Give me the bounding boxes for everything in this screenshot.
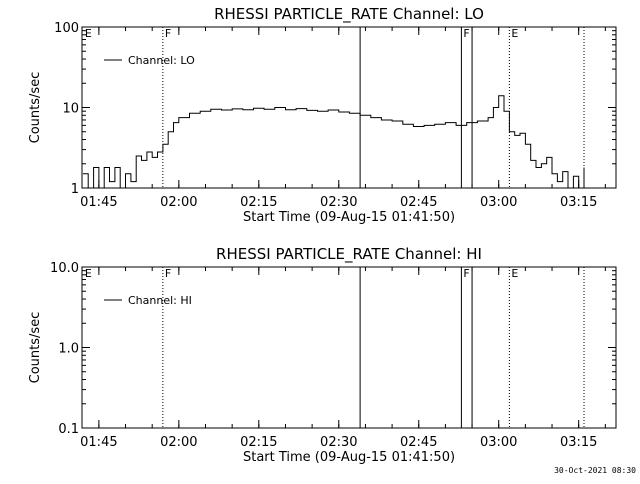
x-tick-label: 01:45 bbox=[80, 195, 117, 210]
chart-panel-2: RHESSI PARTICLE_RATE Channel: HI 0.1 1.0 10… bbox=[28, 245, 617, 465]
x-tick-label: 02:15 bbox=[240, 435, 277, 450]
x-tick-label: 03:15 bbox=[560, 195, 597, 210]
x-tick-label: 03:00 bbox=[480, 435, 517, 450]
y-tick-label: 10.0 bbox=[50, 261, 79, 276]
y-axis-label: Counts/sec bbox=[28, 312, 43, 384]
event-marker-label: F bbox=[165, 27, 171, 40]
series-line-channel-lo bbox=[82, 95, 585, 189]
event-marker-label: E bbox=[85, 27, 92, 40]
chart-panel-1: RHESSI PARTICLE_RATE Channel: LO 1 10 100 01… bbox=[28, 5, 617, 225]
legend-label: Channel: HI bbox=[128, 294, 192, 307]
x-tick-label: 02:00 bbox=[160, 195, 197, 210]
x-tick-label: 02:00 bbox=[160, 435, 197, 450]
y-tick-label: 0.1 bbox=[58, 422, 79, 437]
plot-frame bbox=[81, 266, 617, 429]
legend-label: Channel: LO bbox=[128, 54, 195, 67]
x-tick-label: 01:45 bbox=[80, 435, 117, 450]
y-axis-label: Counts/sec bbox=[28, 72, 43, 144]
x-tick-label: 02:30 bbox=[320, 195, 357, 210]
x-tick-label: 02:15 bbox=[240, 195, 277, 210]
x-tick-label: 03:15 bbox=[560, 435, 597, 450]
event-marker-label: F bbox=[463, 267, 469, 280]
y-tick-label: 10 bbox=[62, 102, 79, 117]
x-axis-label: Start Time (09-Aug-15 01:41:50) bbox=[243, 450, 455, 465]
x-tick-label: 02:45 bbox=[400, 195, 437, 210]
y-tick-label: 100 bbox=[54, 21, 79, 36]
footer-timestamp: 30-Oct-2021 08:30 bbox=[554, 466, 636, 475]
chart-title: RHESSI PARTICLE_RATE Channel: LO bbox=[214, 5, 484, 24]
x-tick-label: 02:45 bbox=[400, 435, 437, 450]
y-tick-label: 1.0 bbox=[58, 342, 79, 357]
event-marker-label: E bbox=[511, 27, 518, 40]
x-tick-label: 03:00 bbox=[480, 195, 517, 210]
x-tick-label: 02:30 bbox=[320, 435, 357, 450]
event-marker-label: F bbox=[463, 27, 469, 40]
event-marker-label: E bbox=[511, 267, 518, 280]
x-axis-label: Start Time (09-Aug-15 01:41:50) bbox=[243, 210, 455, 225]
y-tick-label: 1 bbox=[71, 182, 79, 197]
event-marker-label: F bbox=[165, 267, 171, 280]
chart-title: RHESSI PARTICLE_RATE Channel: HI bbox=[216, 245, 482, 264]
event-marker-label: E bbox=[85, 267, 92, 280]
